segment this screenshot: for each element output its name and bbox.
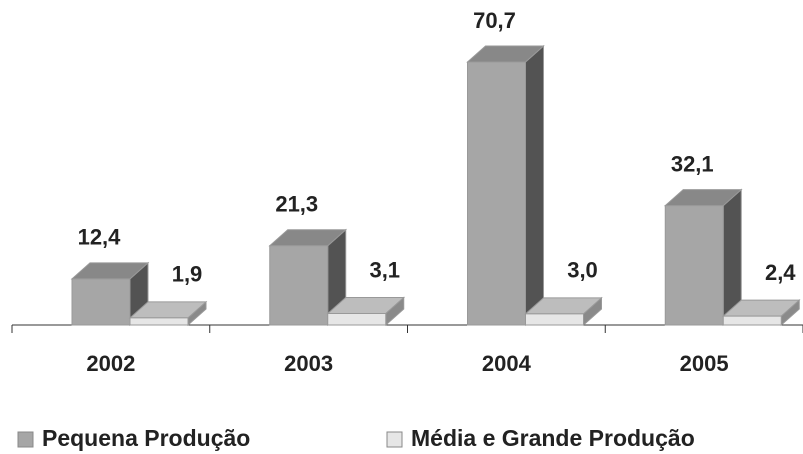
x-tick-label: 2005 [680, 351, 729, 376]
bar-front [467, 61, 526, 326]
bar-front [664, 205, 724, 326]
data-label: 32,1 [671, 151, 714, 176]
data-label: 1,9 [172, 262, 203, 287]
data-label: 3,1 [369, 257, 400, 282]
data-label: 12,4 [78, 225, 122, 250]
data-label: 2,4 [765, 260, 796, 285]
data-label: 3,0 [567, 258, 598, 283]
bar-front [269, 245, 329, 326]
bar-front [525, 313, 584, 326]
x-tick-label: 2003 [284, 351, 333, 376]
bar [466, 44, 545, 327]
x-tick-label: 2004 [482, 351, 532, 376]
legend-label: Média e Grande Produção [411, 425, 695, 451]
bar-front [71, 278, 131, 326]
data-label: 70,7 [473, 8, 516, 33]
bar [128, 300, 208, 327]
legend-swatch [386, 431, 403, 448]
bar-front [327, 312, 387, 326]
x-tick-label: 2002 [86, 351, 135, 376]
bar [524, 296, 603, 327]
bar [721, 298, 801, 327]
bar [663, 188, 743, 327]
bar-front [722, 315, 782, 326]
legend-label: Pequena Produção [42, 425, 250, 451]
bar [326, 296, 406, 327]
data-label: 21,3 [275, 192, 318, 217]
bar-front [129, 317, 189, 326]
legend-swatch [17, 431, 34, 448]
bar-side [525, 44, 544, 327]
